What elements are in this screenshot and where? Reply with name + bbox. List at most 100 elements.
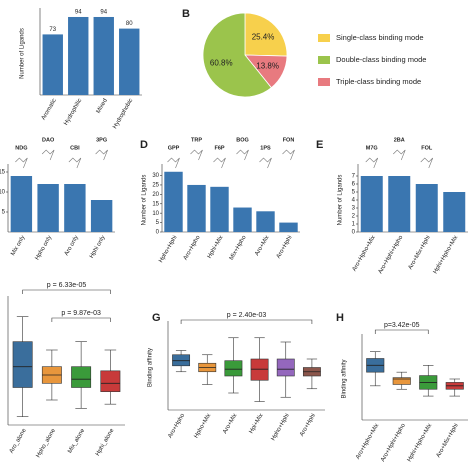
x-tick-label: Aro+Hpho	[167, 412, 186, 439]
significance-bracket	[22, 289, 111, 294]
molecule	[190, 149, 203, 161]
compound-label: 1PS	[260, 145, 271, 151]
bar	[187, 184, 206, 232]
y-tick-label: 4	[352, 198, 356, 204]
bar	[256, 211, 275, 232]
molecule	[213, 157, 226, 169]
x-tick-label: Hphi+Hpho+Mix	[433, 235, 460, 275]
x-tick-label: Hydrophilic	[63, 98, 83, 127]
compound-label: F6P	[214, 145, 224, 151]
x-tick-label: Hphi+Mix	[207, 235, 225, 260]
molecule	[282, 149, 295, 161]
x-tick-label: Aro+Hphi	[276, 235, 294, 260]
bar	[164, 171, 183, 232]
bar	[37, 184, 59, 232]
molecule	[167, 157, 180, 169]
legend-swatch	[318, 56, 330, 64]
box	[172, 354, 191, 367]
x-tick-label: Hpho only	[35, 235, 54, 261]
molecule	[95, 149, 108, 161]
y-tick-label: 15	[0, 170, 6, 176]
bar	[279, 222, 298, 232]
value-label: 94	[75, 10, 82, 16]
y-tick-label: 3	[352, 206, 356, 212]
x-tick-label: Aro+Hphi+Hpho	[378, 234, 405, 275]
x-tick-label: Aro+Hphi+Hpho	[380, 422, 407, 463]
panel-label: D	[140, 139, 148, 151]
panel-label: E	[316, 139, 323, 151]
box	[71, 366, 92, 388]
y-tick-label: 10	[152, 211, 159, 217]
bar	[360, 176, 383, 232]
value-label: 73	[49, 27, 56, 33]
molecule	[68, 157, 82, 169]
compound-label: 3PG	[96, 137, 107, 143]
bar	[233, 207, 252, 232]
p-value: p = 6.33e-05	[47, 282, 87, 289]
y-tick-label: 1	[352, 222, 356, 228]
panel-label: G	[152, 312, 161, 324]
x-tick-label: Mix+Hpho	[229, 234, 248, 261]
x-tick-label: Mixed	[96, 98, 109, 115]
x-tick-label: Aro+Mix+Hphi	[408, 235, 432, 271]
x-tick-label: Hpho+Hphi	[271, 413, 291, 442]
molecule	[420, 157, 434, 169]
y-tick-label: 7	[352, 174, 356, 180]
pie-slice	[202, 12, 272, 98]
y-tick-label: 0	[352, 230, 356, 236]
y-tick-label: 5	[2, 210, 6, 216]
bar	[10, 176, 33, 232]
bar	[64, 184, 86, 232]
compound-label: 2BA	[394, 137, 405, 143]
bar	[68, 16, 89, 96]
x-tick-label: Hphi+Hpho+Mix	[407, 423, 434, 463]
box	[12, 341, 33, 388]
compound-label: FOL	[421, 145, 433, 151]
x-tick-label: Aro only	[64, 235, 80, 257]
y-axis-label: Binding affinity	[342, 360, 348, 399]
x-tick-label: Aro+Mix+Hphi	[436, 423, 460, 459]
bar	[93, 16, 114, 96]
bar	[42, 34, 63, 95]
significance-bracket	[51, 317, 111, 322]
x-tick-label: Hphi only	[89, 235, 107, 260]
bar	[415, 184, 438, 232]
x-tick-label: Hydrophobic	[112, 98, 134, 130]
slice-label: 60.8%	[210, 58, 233, 67]
y-tick-label: 2	[352, 214, 356, 220]
compound-label: GPP	[168, 145, 180, 151]
legend-label: Double-class binding mode	[336, 55, 426, 64]
bar	[443, 192, 466, 232]
molecule	[393, 149, 406, 161]
box	[276, 358, 295, 377]
box	[392, 377, 411, 385]
compound-label: BOG	[236, 137, 249, 143]
y-tick-label: 0	[156, 230, 160, 236]
y-axis-label: Number of Ligands	[20, 28, 26, 79]
significance-bracket	[374, 329, 429, 334]
y-tick-label: 6	[352, 182, 356, 188]
x-tick-label: Aro+Hpho	[183, 234, 202, 261]
x-tick-label: Aro+Mix	[254, 235, 270, 257]
slice-label: 25.4%	[252, 33, 275, 42]
x-tick-label: Hpho_alone	[36, 427, 58, 459]
x-tick-label: Aromatic	[41, 98, 58, 122]
x-tick-label: Hpho+Hphi	[158, 235, 178, 264]
y-axis-label: Binding affinity	[148, 348, 154, 387]
box	[224, 360, 243, 377]
legend-label: Single-class binding mode	[336, 33, 424, 42]
molecule	[259, 157, 272, 169]
bar	[210, 186, 229, 232]
x-tick-label: Mix only	[10, 235, 26, 257]
y-tick-label: 5	[352, 190, 356, 196]
bar	[119, 28, 140, 96]
y-tick-label: 25	[152, 183, 159, 189]
box	[100, 370, 121, 392]
compound-label: FON	[283, 137, 295, 143]
molecule	[365, 157, 379, 169]
legend-swatch	[318, 78, 330, 86]
p-value: p = 2.40e-03	[227, 312, 267, 319]
x-tick-label: Aro+Hphi	[299, 413, 317, 438]
